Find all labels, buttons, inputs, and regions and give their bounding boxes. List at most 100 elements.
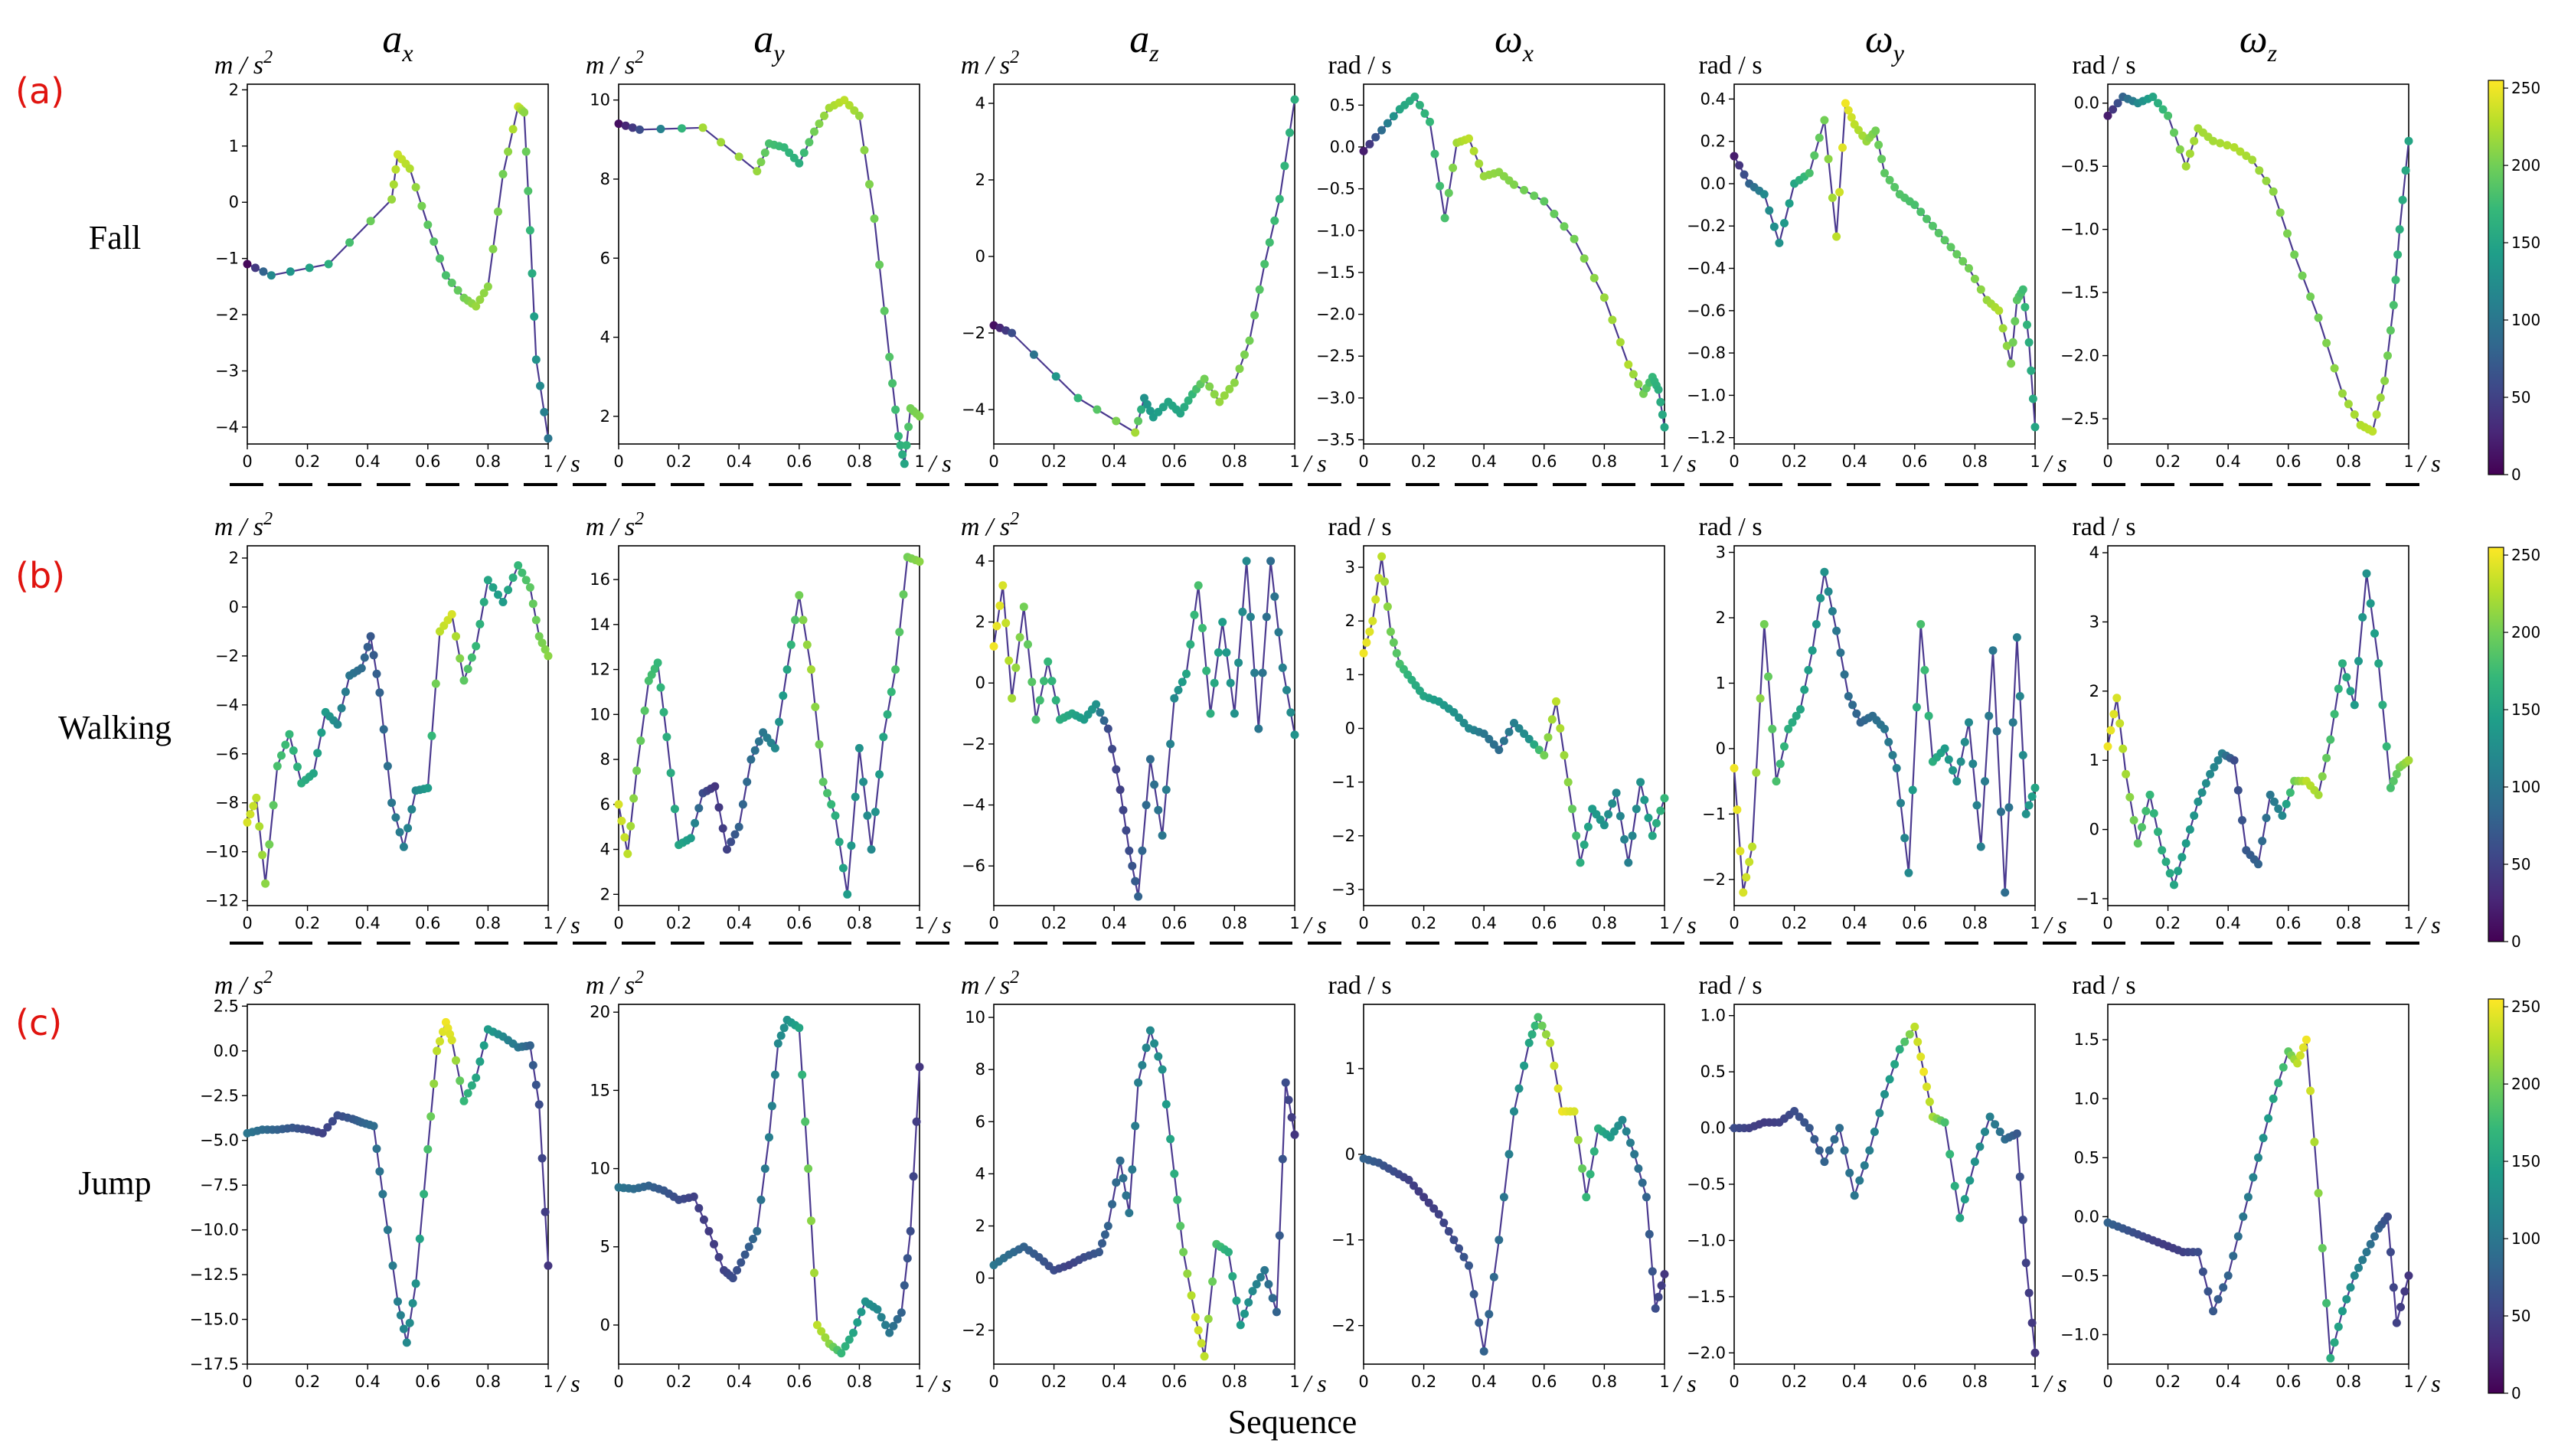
x-tick-label: 0: [613, 452, 623, 471]
y-tick-label: 3: [2089, 612, 2099, 631]
x-tick-label: 0.4: [1841, 914, 1867, 932]
data-point: [838, 863, 848, 873]
x-tick-label: 0.6: [1161, 1373, 1187, 1391]
x-tick-label: 0: [613, 914, 623, 932]
data-point: [333, 720, 342, 729]
x-tick-label: 0.2: [1782, 1373, 1807, 1391]
data-point: [1810, 151, 1819, 160]
y-tick-label: −3: [215, 362, 239, 380]
x-tick-label: 0: [988, 1373, 998, 1391]
x-tick-label: 0.4: [1841, 452, 1867, 471]
data-point: [1108, 745, 1117, 753]
data-point: [1260, 1265, 1269, 1275]
y-tick-label: −7.5: [200, 1176, 239, 1194]
data-point: [2400, 1287, 2409, 1296]
data-point: [1733, 805, 1742, 815]
data-point: [1116, 785, 1125, 795]
data-point: [2279, 1063, 2288, 1072]
data-point: [1383, 119, 1392, 128]
y-tick-label: −2.0: [1316, 305, 1355, 324]
data-point: [2330, 364, 2339, 373]
data-point: [723, 845, 731, 854]
subplot: m / s2 0 0.2 0.4 0.6 0.8 1/ s −6 −4 −2 0 2 4: [961, 509, 1327, 939]
data-point: [2362, 1248, 2371, 1257]
data-point: [1073, 393, 1083, 403]
data-point: [1908, 785, 1917, 795]
data-point: [2027, 792, 2037, 801]
y-tick-label: −1.5: [1316, 263, 1355, 282]
data-point: [1444, 1227, 1453, 1236]
data-point: [2011, 317, 2020, 326]
axes-frame: [993, 545, 1295, 906]
x-tick-label: 0.6: [1531, 1373, 1557, 1391]
data-point: [1570, 234, 1579, 243]
y-tick-label: 8: [975, 1060, 985, 1079]
data-point: [1174, 686, 1183, 694]
data-point: [1620, 835, 1629, 844]
y-tick-label: 0: [229, 598, 239, 616]
data-point: [1804, 665, 1813, 674]
y-tick-label: 15: [590, 1081, 610, 1099]
data-point: [754, 737, 763, 746]
data-point: [2015, 692, 2024, 700]
y-tick-label: 2: [229, 549, 239, 567]
data-point: [1900, 1037, 1910, 1046]
data-point: [2358, 612, 2367, 622]
data-point: [459, 1096, 469, 1105]
x-tick-label: 0.8: [475, 452, 501, 471]
data-point: [1599, 293, 1609, 302]
data-point: [1628, 831, 1637, 841]
data-point: [1570, 1107, 1579, 1116]
data-point: [2138, 823, 2146, 832]
y-tick-label: 0.0: [1700, 1119, 1726, 1138]
data-point: [318, 1128, 327, 1138]
data-point: [753, 167, 762, 176]
data-point: [2326, 1353, 2335, 1363]
data-point: [2119, 744, 2128, 753]
data-point: [1636, 778, 1645, 787]
data-point: [1845, 1168, 1854, 1177]
data-point: [483, 282, 492, 291]
data-point: [807, 1216, 815, 1226]
data-point: [2190, 136, 2199, 145]
y-unit-label: m / s2: [214, 47, 273, 80]
data-point: [1377, 552, 1387, 561]
data-point: [1371, 132, 1380, 142]
data-point: [1214, 648, 1223, 657]
y-tick-label: 2: [2089, 682, 2099, 700]
y-tick-label: 4: [975, 94, 985, 113]
data-point: [2274, 805, 2283, 813]
y-unit-label: rad / s: [1328, 51, 1391, 80]
data-point: [1128, 861, 1137, 870]
data-point: [1198, 624, 1207, 632]
y-unit-label: rad / s: [1698, 971, 1762, 1000]
data-point: [1116, 1156, 1125, 1165]
data-point: [1170, 1169, 1179, 1178]
y-tick-label: −1.5: [1687, 1288, 1726, 1306]
y-tick-label: 4: [975, 1164, 985, 1183]
x-unit-label: / s: [556, 449, 580, 477]
data-point: [2338, 659, 2347, 668]
data-point: [2249, 1173, 2258, 1182]
data-point: [2158, 105, 2168, 114]
data-point: [1965, 264, 1973, 273]
data-point: [760, 149, 769, 157]
data-point: [1945, 1150, 1955, 1159]
data-point: [799, 149, 809, 157]
data-point: [1652, 818, 1661, 828]
data-point: [2238, 816, 2246, 824]
data-point: [2354, 1263, 2363, 1272]
data-point: [1988, 646, 1998, 655]
data-point: [1852, 709, 1861, 718]
data-point: [537, 1154, 547, 1163]
data-point: [1415, 100, 1424, 109]
y-tick-label: −2.0: [2060, 347, 2099, 365]
data-point: [456, 1076, 465, 1085]
data-point: [1166, 1134, 1175, 1144]
data-point: [2380, 377, 2390, 385]
data-point: [614, 119, 623, 129]
data-point: [1220, 391, 1229, 400]
y-unit-label: m / s2: [586, 968, 644, 1000]
y-tick-label: 1.0: [2074, 1089, 2099, 1108]
data-point: [1952, 777, 1962, 786]
